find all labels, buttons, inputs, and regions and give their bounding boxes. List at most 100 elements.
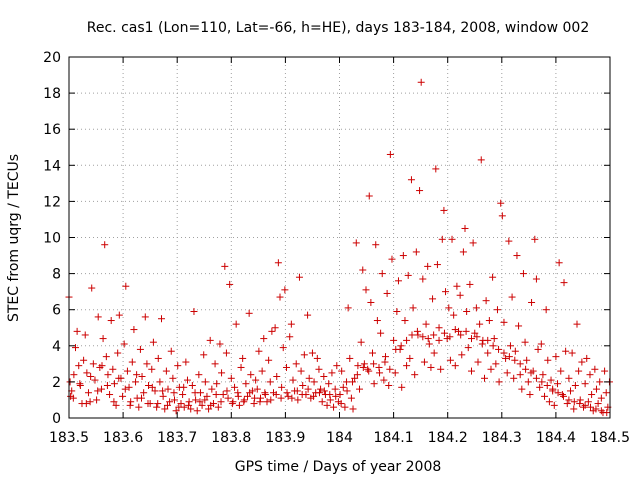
data-point-marker <box>403 336 411 344</box>
data-point-marker <box>485 317 493 325</box>
data-point-marker <box>464 344 472 352</box>
data-point-marker <box>169 374 177 382</box>
data-point-marker <box>471 329 479 337</box>
data-point-marker <box>182 358 190 366</box>
data-point-marker <box>127 398 135 406</box>
data-point-marker <box>492 360 500 368</box>
data-point-marker <box>75 362 83 370</box>
data-point-marker <box>112 401 120 409</box>
data-point-marker <box>258 367 266 375</box>
data-point-marker <box>76 382 84 390</box>
data-point-marker <box>417 78 425 86</box>
data-point-marker <box>543 382 551 390</box>
data-point-marker <box>170 396 178 404</box>
data-point-marker <box>94 387 102 395</box>
data-point-marker <box>433 261 441 269</box>
grid-lines <box>69 57 610 418</box>
y-tick-label: 6 <box>52 303 61 319</box>
data-point-marker <box>154 400 162 408</box>
data-point-marker <box>222 349 230 357</box>
data-point-marker <box>484 349 492 357</box>
data-point-marker <box>207 401 215 409</box>
data-point-marker <box>71 344 79 352</box>
data-point-marker <box>357 338 365 346</box>
data-point-marker <box>406 354 414 362</box>
data-point-marker <box>91 376 99 384</box>
data-point-marker <box>487 365 495 373</box>
data-point-marker <box>283 389 291 397</box>
data-point-marker <box>442 288 450 296</box>
data-point-marker <box>250 400 258 408</box>
x-tick-label: 183.5 <box>49 430 89 446</box>
data-point-marker <box>588 391 596 399</box>
data-point-marker <box>576 400 584 408</box>
data-point-marker <box>437 365 445 373</box>
data-point-marker <box>180 383 188 391</box>
data-point-marker <box>495 378 503 386</box>
data-point-marker <box>554 380 562 388</box>
data-point-marker <box>419 275 427 283</box>
data-point-marker <box>110 380 118 388</box>
data-point-marker <box>193 407 201 415</box>
data-point-marker <box>294 396 302 404</box>
data-point-marker <box>416 187 424 195</box>
data-point-marker <box>206 336 214 344</box>
data-point-marker <box>521 338 529 346</box>
data-point-marker <box>451 326 459 334</box>
data-point-marker <box>541 392 549 400</box>
data-point-marker <box>80 356 88 364</box>
data-point-marker <box>235 401 243 409</box>
data-point-marker <box>461 224 469 232</box>
data-point-marker <box>331 385 339 393</box>
data-point-marker <box>174 362 182 370</box>
data-point-marker <box>568 349 576 357</box>
data-point-marker <box>565 396 573 404</box>
data-point-marker <box>445 304 453 312</box>
y-tick-label: 14 <box>43 158 61 174</box>
data-point-marker <box>266 378 274 386</box>
data-point-marker <box>555 259 563 267</box>
data-point-marker <box>508 293 516 301</box>
data-point-marker <box>407 176 415 184</box>
data-point-marker <box>511 356 519 364</box>
data-point-marker <box>326 391 334 399</box>
data-point-marker <box>397 342 405 350</box>
data-point-marker <box>229 398 237 406</box>
data-point-marker <box>286 333 294 341</box>
x-tick-label: 184.2 <box>428 430 468 446</box>
data-point-marker <box>370 380 378 388</box>
y-tick-label: 20 <box>43 50 61 66</box>
data-point-marker <box>313 354 321 362</box>
data-point-marker <box>263 398 271 406</box>
data-point-marker <box>140 389 148 397</box>
data-point-marker <box>107 317 115 325</box>
data-point-marker <box>144 400 152 408</box>
y-tick-label: 0 <box>52 411 61 427</box>
data-point-marker <box>328 369 336 377</box>
data-point-marker <box>151 387 159 395</box>
y-tick-label: 12 <box>43 194 61 210</box>
data-point-marker <box>161 405 169 413</box>
data-point-marker <box>353 371 361 379</box>
data-point-marker <box>516 371 524 379</box>
data-point-marker <box>393 308 401 316</box>
data-point-marker <box>557 367 565 375</box>
data-point-marker <box>409 304 417 312</box>
data-point-marker <box>497 199 505 207</box>
data-point-marker <box>114 349 122 357</box>
data-point-marker <box>538 378 546 386</box>
data-point-marker <box>459 248 467 256</box>
data-point-marker <box>282 363 290 371</box>
data-point-marker <box>214 403 222 411</box>
data-point-marker <box>401 317 409 325</box>
data-point-marker <box>191 389 199 397</box>
data-point-marker <box>208 385 216 393</box>
data-point-marker <box>153 403 161 411</box>
data-point-marker <box>154 354 162 362</box>
data-point-marker <box>288 394 296 402</box>
data-point-marker <box>205 405 213 413</box>
data-point-marker <box>502 354 510 362</box>
data-point-marker <box>510 374 518 382</box>
